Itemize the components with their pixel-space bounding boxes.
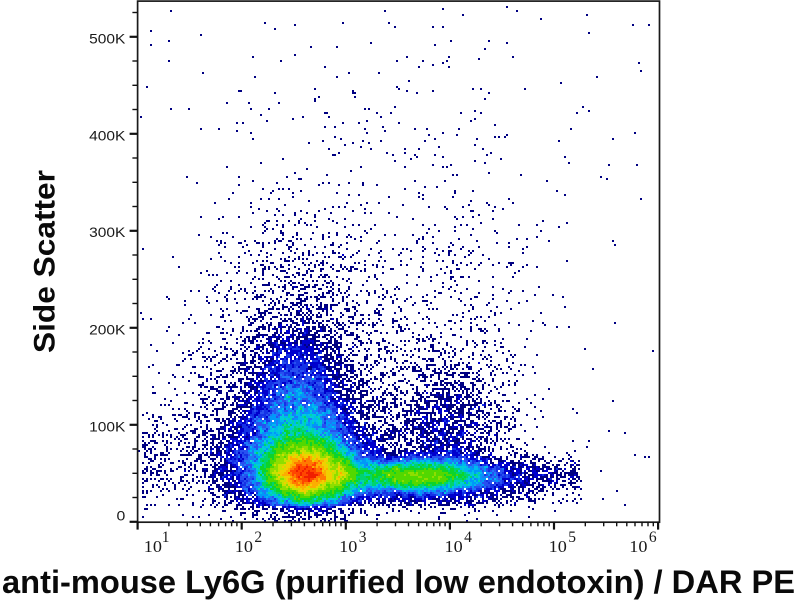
svg-text:2: 2: [254, 529, 262, 546]
svg-text:10: 10: [339, 537, 357, 556]
svg-text:10: 10: [445, 537, 463, 556]
svg-text:10: 10: [235, 537, 253, 556]
svg-text:Side Scatter: Side Scatter: [29, 170, 62, 353]
svg-text:10: 10: [549, 537, 567, 556]
svg-text:5: 5: [568, 529, 576, 546]
svg-text:500K: 500K: [89, 30, 126, 46]
svg-text:400K: 400K: [89, 127, 126, 143]
svg-text:6: 6: [649, 529, 657, 546]
svg-text:100K: 100K: [89, 418, 126, 434]
svg-text:10: 10: [629, 537, 647, 556]
svg-text:3: 3: [359, 529, 367, 546]
svg-text:0: 0: [117, 508, 126, 524]
svg-text:anti-mouse Ly6G (purified low: anti-mouse Ly6G (purified low endotoxin)…: [2, 564, 795, 600]
svg-text:1: 1: [162, 529, 170, 546]
svg-text:200K: 200K: [89, 321, 126, 337]
svg-text:10: 10: [144, 537, 162, 556]
svg-text:300K: 300K: [89, 224, 126, 240]
svg-text:4: 4: [464, 529, 472, 546]
